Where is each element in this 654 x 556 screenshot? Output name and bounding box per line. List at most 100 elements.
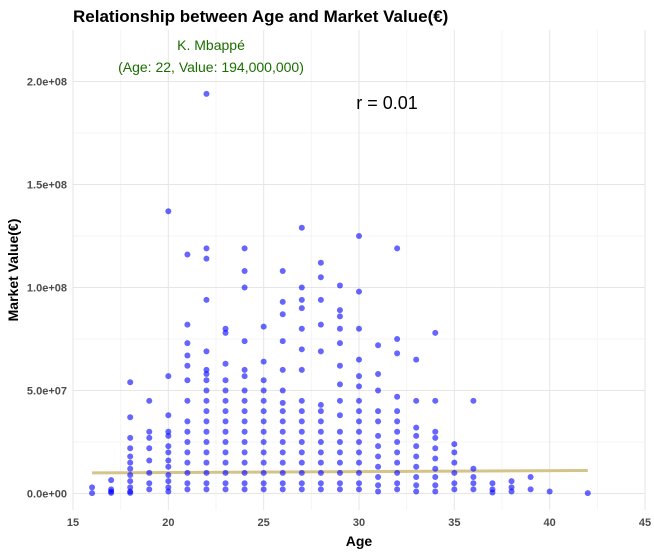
data-point: [317, 439, 324, 446]
data-point: [375, 387, 382, 394]
data-point: [298, 397, 305, 404]
data-point: [394, 449, 401, 456]
data-point: [432, 465, 439, 472]
data-point: [394, 418, 401, 425]
data-point: [451, 486, 458, 493]
data-point: [146, 486, 153, 493]
y-tick-label: 5.0e+07: [27, 386, 67, 398]
data-point: [279, 268, 286, 275]
data-point: [260, 377, 267, 384]
data-point: [356, 469, 362, 476]
data-point: [298, 449, 305, 456]
data-point: [317, 274, 324, 281]
data-point: [451, 459, 458, 466]
data-point: [394, 336, 401, 343]
data-point: [146, 445, 153, 452]
data-point: [184, 251, 191, 258]
data-points: [89, 90, 591, 497]
data-point: [413, 488, 420, 495]
x-tick-label: 40: [544, 517, 556, 529]
data-point: [127, 478, 134, 485]
y-tick-label: 2.0e+08: [27, 77, 67, 89]
y-tick-label: 1.0e+08: [27, 283, 67, 295]
data-point: [356, 459, 362, 466]
data-point: [222, 469, 229, 476]
data-point: [317, 480, 324, 487]
data-point: [413, 474, 420, 481]
data-point: [203, 449, 210, 456]
data-point: [184, 439, 191, 446]
data-point: [298, 408, 305, 415]
data-point: [203, 366, 210, 373]
data-point: [222, 449, 229, 456]
data-point: [127, 489, 134, 496]
data-point: [260, 408, 267, 415]
data-point: [127, 484, 134, 491]
data-point: [203, 397, 210, 404]
data-point: [184, 397, 191, 404]
data-point: [432, 488, 439, 495]
x-tick-label: 30: [353, 517, 365, 529]
data-point: [241, 449, 248, 456]
data-point: [241, 268, 248, 275]
data-point: [413, 424, 420, 431]
data-point: [356, 383, 362, 390]
data-point: [222, 325, 229, 332]
data-point: [298, 346, 305, 353]
data-point: [241, 469, 248, 476]
data-point: [260, 459, 267, 466]
data-point: [203, 90, 210, 97]
data-point: [375, 408, 382, 415]
data-point: [184, 352, 191, 359]
data-point: [336, 412, 343, 419]
data-point: [527, 486, 534, 493]
data-point: [375, 342, 382, 349]
data-point: [317, 296, 324, 303]
data-point: [375, 418, 382, 425]
y-tick-label: 1.5e+08: [27, 180, 67, 192]
data-point: [203, 296, 210, 303]
data-point: [260, 469, 267, 476]
annotation-player-detail: (Age: 22, Value: 194,000,000): [118, 59, 304, 75]
x-axis-ticks: 15 20 25 30 35 40 45: [67, 517, 651, 529]
data-point: [165, 457, 172, 464]
data-point: [279, 366, 286, 373]
data-point: [165, 208, 172, 215]
data-point: [508, 488, 515, 495]
data-point: [127, 471, 134, 478]
annotation-player-name: K. Mbappé: [177, 37, 245, 53]
data-point: [108, 489, 115, 496]
data-point: [165, 449, 172, 456]
data-point: [336, 439, 343, 446]
data-point: [394, 486, 401, 493]
data-point: [222, 329, 229, 336]
chart-title: Relationship between Age and Market Valu…: [73, 7, 448, 26]
data-point: [298, 296, 305, 303]
data-point: [470, 465, 477, 472]
data-point: [222, 377, 229, 384]
x-tick-label: 45: [639, 517, 651, 529]
data-point: [203, 418, 210, 425]
data-point: [165, 488, 172, 495]
data-point: [279, 311, 286, 318]
data-point: [375, 432, 382, 439]
data-point: [584, 490, 591, 497]
data-point: [127, 414, 134, 421]
data-point: [317, 408, 324, 415]
data-point: [298, 486, 305, 493]
data-point: [108, 477, 115, 484]
data-point: [470, 480, 477, 487]
data-point: [317, 418, 324, 425]
x-tick-label: 35: [448, 517, 460, 529]
data-point: [260, 480, 267, 487]
data-point: [298, 224, 305, 231]
data-point: [279, 459, 286, 466]
data-point: [165, 471, 172, 478]
data-point: [356, 439, 362, 446]
data-point: [356, 288, 362, 295]
data-point: [279, 480, 286, 487]
data-point: [298, 284, 305, 291]
data-point: [375, 443, 382, 450]
data-point: [222, 418, 229, 425]
